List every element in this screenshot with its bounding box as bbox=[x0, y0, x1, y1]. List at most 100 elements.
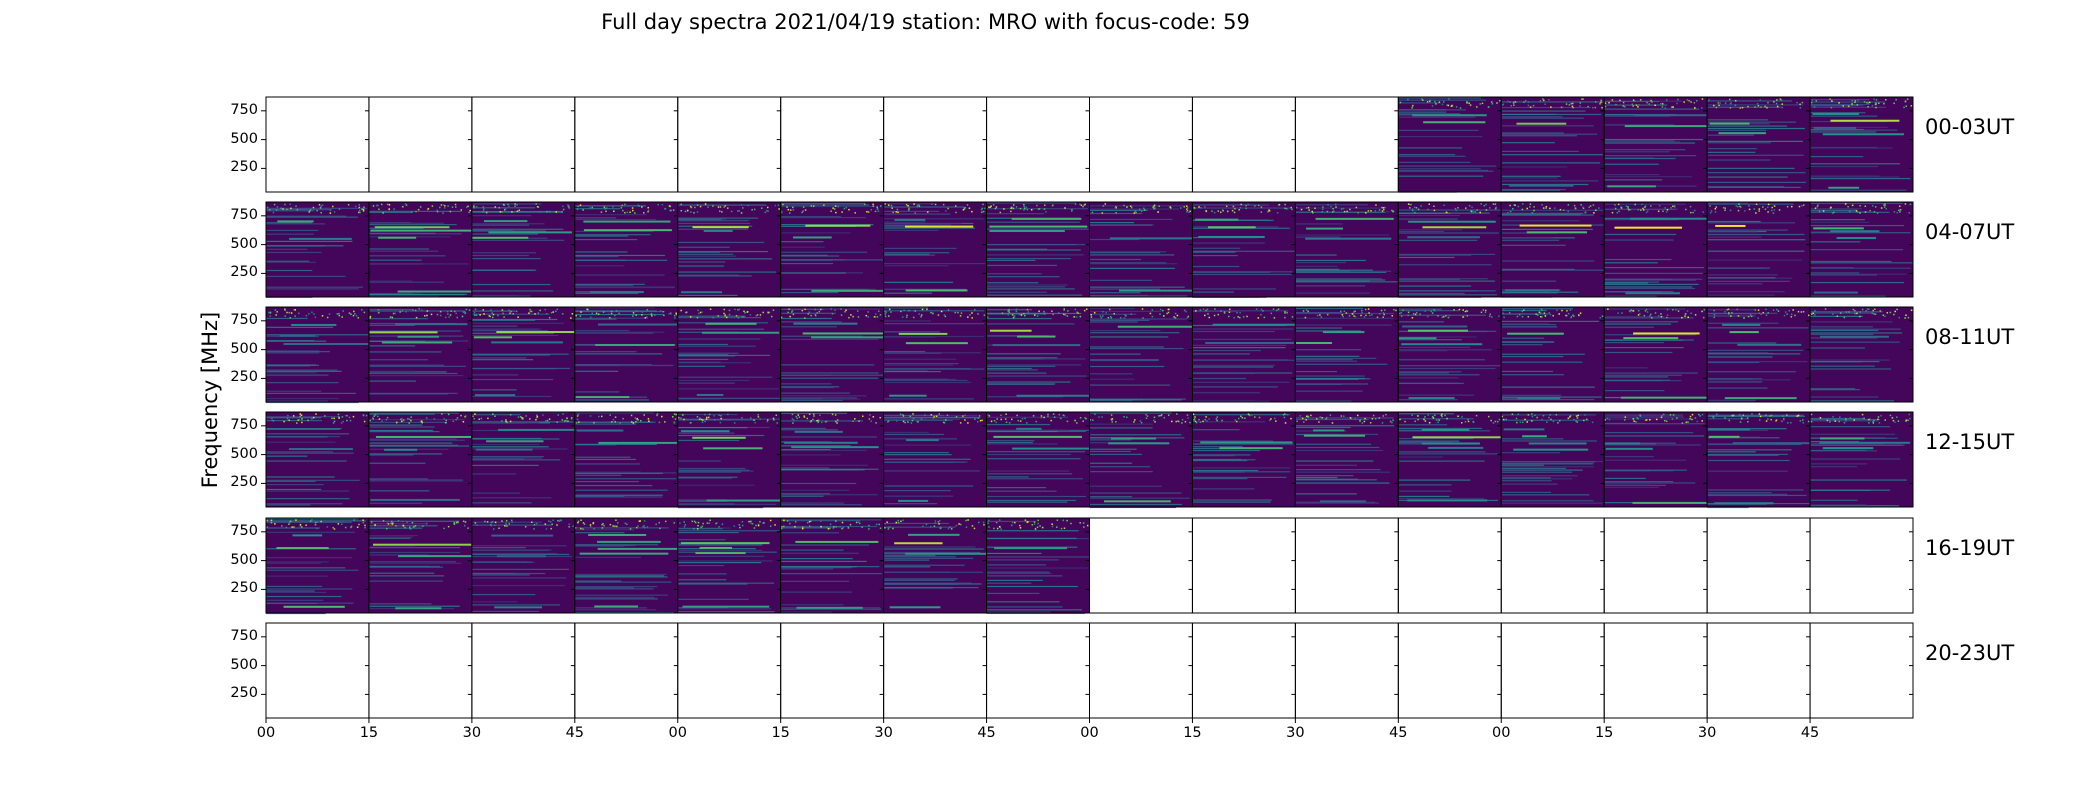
rfi-speckle bbox=[274, 523, 276, 525]
rfi-speckle bbox=[1434, 100, 1436, 103]
rfi-speckle bbox=[775, 414, 778, 416]
rfi-speckle bbox=[1729, 107, 1732, 109]
rfi-speckle bbox=[643, 520, 646, 522]
rfi-speckle bbox=[740, 203, 743, 206]
spectrum-streak bbox=[1192, 459, 1256, 461]
rfi-speckle bbox=[1666, 316, 1668, 319]
rfi-speckle bbox=[1183, 206, 1185, 208]
rfi-speckle bbox=[1415, 311, 1418, 314]
spectrum-streak bbox=[1707, 274, 1778, 276]
rfi-speckle bbox=[1316, 314, 1319, 317]
panel-frame bbox=[265, 622, 370, 719]
rfi-speckle bbox=[1374, 417, 1377, 420]
rfi-speckle bbox=[1677, 310, 1680, 312]
interference-line bbox=[1319, 500, 1366, 503]
spectrum-streak bbox=[1295, 433, 1340, 436]
row-label: 12-15UT bbox=[1925, 430, 2015, 454]
spectrum-streak bbox=[1604, 308, 1686, 310]
spectrum-streak bbox=[883, 526, 956, 528]
spectrum-panel bbox=[1810, 307, 1913, 402]
spectrum-streak bbox=[1089, 496, 1133, 498]
rfi-speckle bbox=[930, 414, 933, 416]
rfi-speckle bbox=[787, 311, 789, 314]
spectrum-panel bbox=[1398, 97, 1502, 193]
rfi-speckle bbox=[1851, 103, 1853, 105]
spectrum-streak bbox=[1501, 183, 1589, 186]
x-tick-label: 30 bbox=[1286, 725, 1305, 741]
rfi-speckle bbox=[498, 527, 500, 529]
interference-line bbox=[1517, 397, 1561, 400]
rfi-speckle bbox=[1905, 314, 1907, 316]
interference-line bbox=[597, 540, 661, 543]
rfi-speckle bbox=[530, 310, 533, 313]
rfi-speckle bbox=[938, 519, 941, 522]
rfi-speckle bbox=[1826, 419, 1829, 422]
spectrum-streak bbox=[1810, 389, 1860, 391]
spectrum-streak bbox=[1707, 259, 1803, 261]
rfi-speckle bbox=[1109, 308, 1111, 311]
interference-line bbox=[692, 226, 749, 229]
rfi-speckle bbox=[1874, 313, 1877, 316]
rfi-speckle bbox=[1074, 308, 1077, 311]
spectrum-streak bbox=[266, 498, 350, 500]
spectrum-streak bbox=[1089, 359, 1159, 361]
rfi-speckle bbox=[522, 417, 524, 420]
rfi-speckle bbox=[1045, 211, 1047, 213]
spectrum-streak bbox=[1501, 461, 1596, 463]
spectrum-streak bbox=[1604, 286, 1693, 288]
rfi-speckle bbox=[1781, 103, 1784, 105]
rfi-speckle bbox=[1193, 419, 1196, 422]
spectrum-streak bbox=[1295, 375, 1365, 377]
spectrum-streak bbox=[1707, 236, 1762, 238]
rfi-speckle bbox=[1694, 107, 1696, 109]
spectrum-streak bbox=[1295, 259, 1366, 262]
rfi-speckle bbox=[1715, 106, 1718, 109]
rfi-speckle bbox=[381, 420, 383, 422]
rfi-speckle bbox=[1319, 416, 1322, 418]
spectrum-streak bbox=[1295, 312, 1394, 315]
rfi-speckle bbox=[580, 527, 582, 530]
rfi-speckle bbox=[1086, 524, 1089, 527]
rfi-speckle bbox=[1738, 414, 1741, 416]
interference-line bbox=[1108, 442, 1170, 445]
rfi-speckle bbox=[1417, 208, 1420, 211]
spectrum-streak bbox=[368, 359, 428, 361]
spectrum-streak bbox=[574, 399, 649, 401]
rfi-speckle bbox=[661, 203, 664, 206]
rfi-speckle bbox=[664, 421, 666, 423]
spectrum-streak bbox=[1707, 134, 1754, 136]
spectrum-streak bbox=[1398, 460, 1485, 462]
rfi-speckle bbox=[937, 521, 940, 523]
interference-line bbox=[1605, 447, 1653, 450]
rfi-speckle bbox=[770, 315, 773, 318]
rfi-speckle bbox=[1487, 106, 1490, 108]
rfi-speckle bbox=[1875, 102, 1877, 104]
spectrum-streak bbox=[266, 374, 329, 376]
spectrum-streak bbox=[574, 598, 658, 600]
spectrum-streak bbox=[780, 448, 831, 451]
rfi-speckle bbox=[738, 308, 741, 311]
rfi-speckle bbox=[658, 421, 661, 424]
spectrum-streak bbox=[574, 412, 655, 414]
spectrum-streak bbox=[1707, 220, 1761, 223]
rfi-speckle bbox=[1125, 315, 1127, 317]
spectrum-streak bbox=[574, 310, 657, 312]
rfi-speckle bbox=[1331, 422, 1334, 424]
rfi-speckle bbox=[1066, 519, 1068, 522]
spectrum-streak bbox=[266, 260, 310, 262]
rfi-speckle bbox=[571, 313, 574, 315]
rfi-speckle bbox=[1845, 418, 1847, 420]
rfi-speckle bbox=[721, 211, 723, 213]
panel-frame bbox=[368, 96, 473, 193]
rfi-speckle bbox=[700, 526, 702, 529]
rfi-speckle bbox=[719, 206, 722, 208]
spectrum-streak bbox=[574, 596, 655, 598]
rfi-speckle bbox=[1829, 421, 1831, 423]
interference-line bbox=[1205, 341, 1294, 344]
rfi-speckle bbox=[1213, 211, 1216, 214]
interference-line bbox=[894, 218, 926, 221]
rfi-speckle bbox=[1775, 420, 1777, 422]
rfi-speckle bbox=[654, 314, 656, 316]
rfi-speckle bbox=[1023, 206, 1025, 208]
rfi-speckle bbox=[1026, 308, 1029, 311]
